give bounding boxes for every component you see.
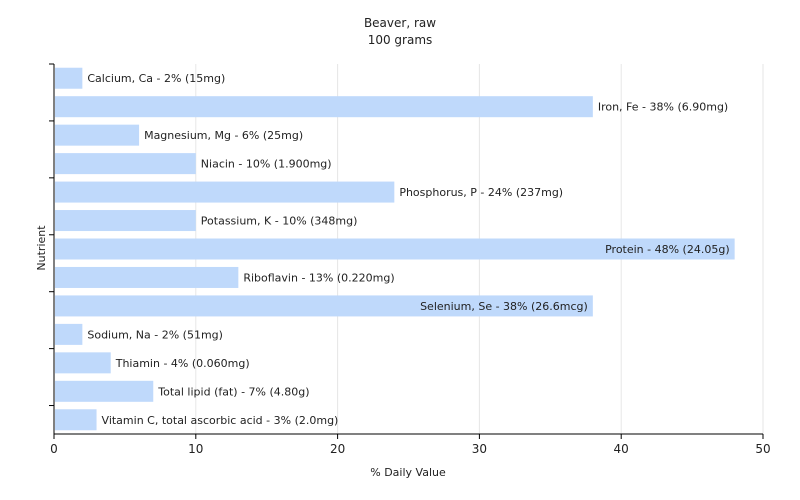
chart-subtitle: 100 grams — [368, 33, 433, 47]
bar-label: Phosphorus, P - 24% (237mg) — [399, 186, 563, 199]
bar-label: Thiamin - 4% (0.060mg) — [115, 357, 250, 370]
bar — [55, 295, 593, 317]
x-tick-label: 0 — [50, 442, 58, 456]
x-axis-label: % Daily Value — [370, 466, 446, 479]
bar-label: Vitamin C, total ascorbic acid - 3% (2.0… — [102, 414, 339, 427]
bar-label: Iron, Fe - 38% (6.90mg) — [598, 101, 728, 114]
axes: 0 10 20 30 40 50 — [49, 63, 771, 456]
x-tick-label: 40 — [614, 442, 629, 456]
chart-title: Beaver, raw — [364, 16, 436, 30]
bar — [55, 266, 239, 288]
bar-label: Magnesium, Mg - 6% (25mg) — [144, 129, 303, 142]
bar-label: Calcium, Ca - 2% (15mg) — [87, 72, 225, 85]
bar — [55, 181, 395, 203]
bar-label: Sodium, Na - 2% (51mg) — [87, 328, 223, 341]
bar — [55, 323, 83, 345]
x-tick-label: 20 — [330, 442, 345, 456]
bar — [55, 380, 154, 402]
bar — [55, 124, 140, 146]
bar — [55, 153, 196, 175]
bar-label: Total lipid (fat) - 7% (4.80g) — [157, 385, 309, 398]
x-tick-label: 10 — [188, 442, 203, 456]
bar-label: Potassium, K - 10% (348mg) — [201, 215, 358, 228]
bars: Calcium, Ca - 2% (15mg) Iron, Fe - 38% (6… — [55, 67, 735, 431]
x-tick-label: 30 — [472, 442, 487, 456]
bar-label: Niacin - 10% (1.900mg) — [201, 158, 332, 171]
bar-label: Protein - 48% (24.05g) — [605, 243, 730, 256]
bar — [55, 96, 593, 118]
bar — [55, 352, 111, 374]
bar — [55, 210, 196, 232]
bar-label: Riboflavin - 13% (0.220mg) — [243, 271, 394, 284]
y-axis-label: Nutrient — [35, 225, 48, 271]
bar — [55, 67, 83, 89]
bar-label: Selenium, Se - 38% (26.6mcg) — [420, 300, 588, 313]
bar — [55, 238, 735, 260]
bar — [55, 409, 97, 431]
x-tick-label: 50 — [755, 442, 770, 456]
